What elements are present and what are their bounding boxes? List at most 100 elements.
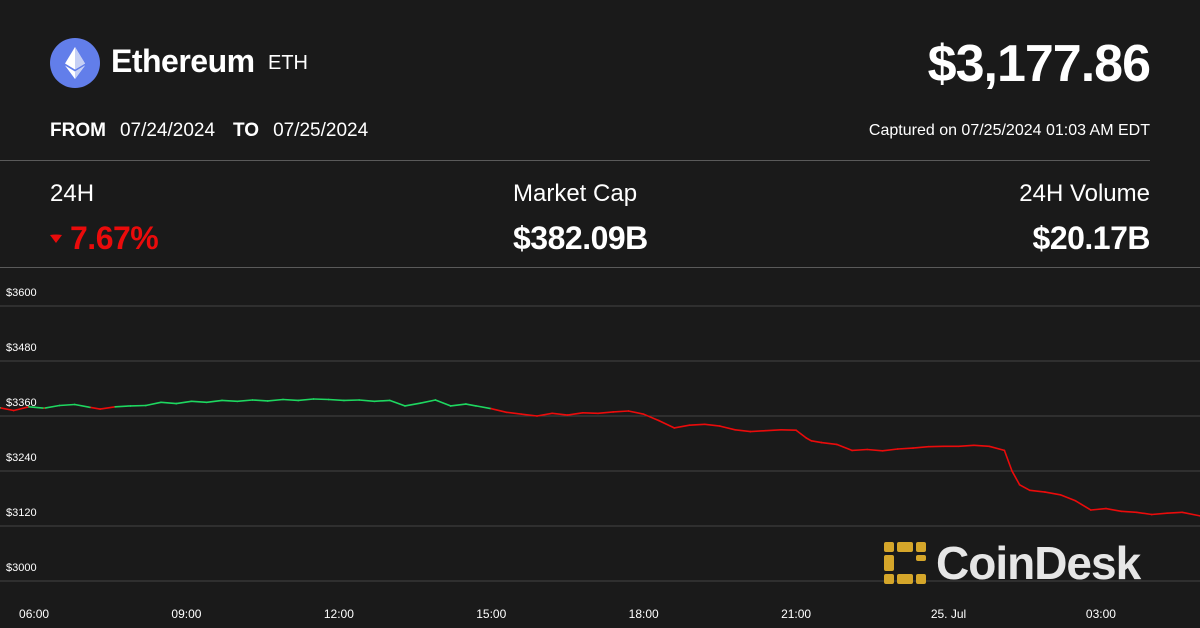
price-point <box>612 411 614 413</box>
price-point <box>1120 510 1123 513</box>
price-line-segment <box>58 403 76 407</box>
to-label: TO <box>233 120 260 141</box>
price-point <box>1044 491 1046 493</box>
price-point <box>312 398 315 400</box>
price-line-segment <box>566 412 584 416</box>
price-line-segment <box>795 429 808 439</box>
current-price: $3,177.86 <box>927 35 1151 93</box>
price-point <box>734 429 736 431</box>
y-tick-label: $3480 <box>6 342 37 354</box>
y-tick-label: $3000 <box>6 562 37 574</box>
price-line-segment <box>419 399 437 404</box>
coindesk-logo-icon <box>884 542 926 584</box>
price-point <box>282 398 284 401</box>
price-point <box>957 445 960 448</box>
coindesk-wordmark: CoinDesk <box>936 537 1141 589</box>
price-point <box>12 409 15 412</box>
price-line-segment <box>851 448 869 452</box>
from-date: 07/24/2024 <box>119 120 216 141</box>
price-point <box>1181 511 1183 514</box>
price-point <box>1018 484 1021 486</box>
price-point <box>449 405 452 407</box>
price-line-segment <box>734 429 752 433</box>
price-point <box>703 423 706 426</box>
price-line-segment <box>490 407 508 414</box>
price-line-segment <box>627 410 645 415</box>
price-line-segment <box>1150 512 1168 516</box>
price-line-segment <box>1166 511 1183 514</box>
caret-down-icon <box>50 234 62 244</box>
price-line-segment <box>1018 484 1031 492</box>
price-line-segment <box>358 399 376 403</box>
price-point <box>236 400 239 403</box>
price-line-segment <box>145 401 162 407</box>
price-point <box>327 398 330 401</box>
x-tick-label: 18:00 <box>629 607 659 621</box>
price-point <box>114 406 117 408</box>
y-tick-label: $3600 <box>6 287 37 299</box>
from-label: FROM <box>50 120 106 141</box>
price-line-segment <box>89 406 101 410</box>
price-line-segment <box>206 399 223 404</box>
price-point <box>1059 494 1062 496</box>
price-line-segment <box>703 423 721 427</box>
x-tick-label: 21:00 <box>781 607 811 621</box>
captured-timestamp: Captured on 07/25/2024 01:03 AM EDT <box>868 122 1150 139</box>
price-line-segment <box>236 399 254 403</box>
price-line-segment <box>175 400 193 405</box>
price-line-segment <box>719 425 736 431</box>
price-line-segment <box>1029 489 1046 493</box>
coindesk-watermark: CoinDesk <box>882 537 1141 589</box>
price-point <box>419 402 422 404</box>
price-point <box>1105 507 1107 510</box>
price-line-segment <box>551 412 569 416</box>
price-line-segment <box>190 400 208 404</box>
price-point <box>1090 509 1092 511</box>
price-line-segment <box>221 399 239 403</box>
price-line-segment <box>912 445 930 449</box>
price-line-segment <box>1105 507 1123 513</box>
price-line-segment <box>449 403 467 407</box>
price-point <box>536 415 538 417</box>
y-tick-label: $3240 <box>6 452 37 464</box>
coin-symbol: ETH <box>268 52 308 74</box>
price-point <box>1166 512 1168 514</box>
price-point <box>627 410 630 412</box>
price-point <box>28 406 30 408</box>
price-point <box>866 448 868 451</box>
price-line-segment <box>536 412 554 417</box>
price-point <box>551 412 553 415</box>
price-point <box>43 407 45 409</box>
price-point <box>521 413 523 415</box>
price-point <box>373 400 376 403</box>
price-point <box>881 450 884 452</box>
price-point <box>851 449 853 452</box>
price-point <box>465 403 467 405</box>
price-point <box>221 399 223 402</box>
price-line-segment <box>327 398 345 402</box>
price-line-segment <box>1181 511 1200 517</box>
price-point <box>764 429 767 432</box>
price-point <box>1135 511 1138 514</box>
price-point <box>597 412 599 415</box>
price-point <box>896 448 899 450</box>
price-line-segment <box>373 399 391 403</box>
x-tick-label: 25. Jul <box>931 607 966 621</box>
price-line-segment <box>282 398 300 402</box>
price-line-segment <box>835 443 853 452</box>
coin-name: Ethereum <box>111 43 255 79</box>
price-point <box>1029 489 1031 492</box>
volume-value: $20.17B <box>1032 220 1151 256</box>
price-point <box>780 429 782 431</box>
price-line-segment <box>12 406 30 412</box>
price-point <box>175 402 178 405</box>
date-range: FROM 07/24/2024 TO 07/25/2024 <box>50 120 372 142</box>
price-point <box>434 399 437 401</box>
market-cap-label: Market Cap <box>513 180 638 207</box>
price-point <box>927 445 929 448</box>
price-point <box>820 441 823 444</box>
price-point <box>942 445 945 448</box>
price-line-segment <box>297 398 315 402</box>
price-line-segment <box>1044 491 1062 496</box>
price-line-segment <box>973 444 991 448</box>
